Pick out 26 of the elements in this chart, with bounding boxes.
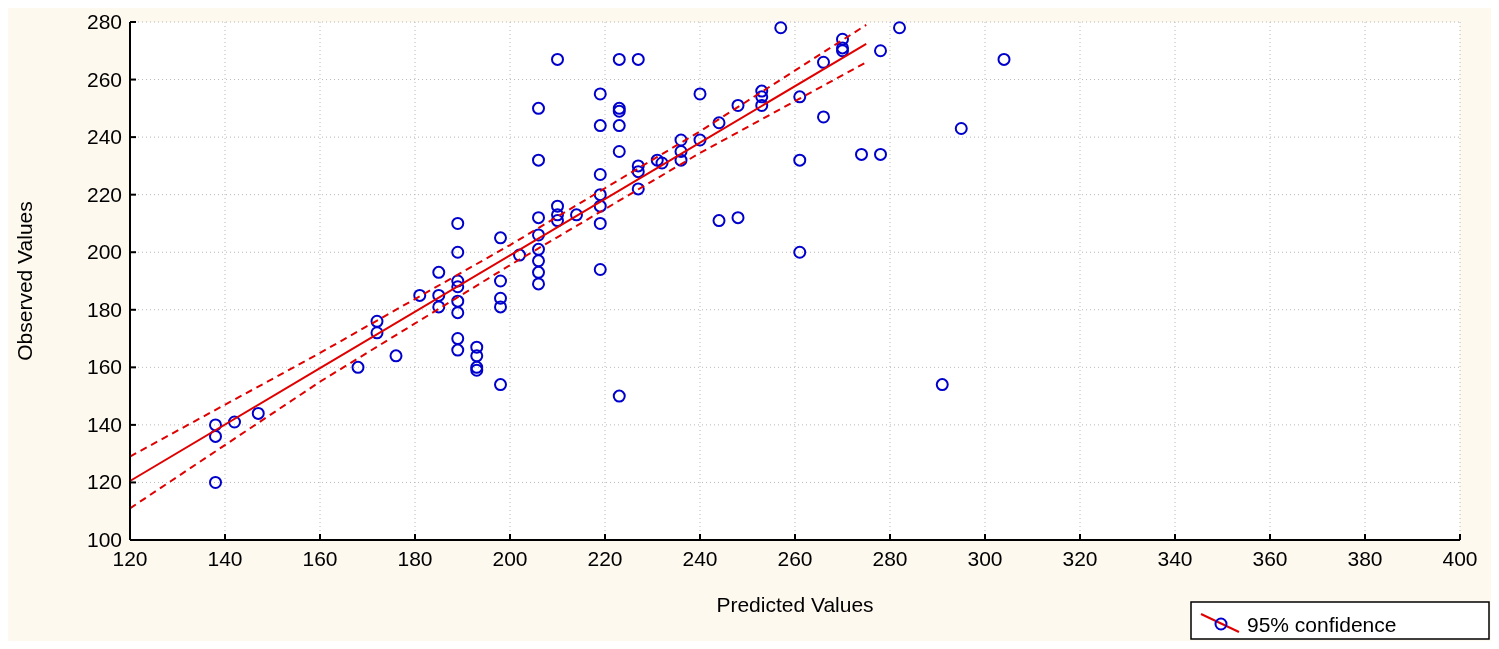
- x-tick-label: 360: [1252, 547, 1288, 570]
- legend-label: 95% confidence: [1247, 613, 1397, 636]
- x-tick-label: 380: [1347, 547, 1383, 570]
- x-tick-label: 320: [1062, 547, 1098, 570]
- y-tick-label: 260: [86, 67, 122, 91]
- x-tick-label: 300: [967, 547, 1003, 570]
- x-tick-label: 220: [587, 547, 623, 570]
- y-tick-label: 280: [86, 10, 122, 33]
- x-tick-label: 240: [682, 547, 718, 570]
- x-axis-title: Predicted Values: [716, 593, 874, 616]
- y-tick-label: 160: [86, 355, 122, 379]
- x-tick-label: 260: [777, 547, 813, 570]
- y-tick-label: 220: [86, 182, 122, 206]
- x-tick-label: 400: [1442, 547, 1478, 570]
- y-tick-label: 240: [86, 125, 122, 149]
- x-tick-label: 180: [397, 547, 433, 570]
- x-tick-label: 340: [1157, 547, 1193, 570]
- y-axis-title: Observed Values: [13, 201, 36, 361]
- y-tick-label: 140: [86, 412, 122, 436]
- y-tick-label: 120: [86, 470, 122, 494]
- x-tick-label: 160: [302, 547, 338, 570]
- x-tick-label: 140: [207, 547, 243, 570]
- x-tick-label: 200: [492, 547, 528, 570]
- y-tick-label: 200: [86, 240, 122, 264]
- x-tick-label: 280: [872, 547, 908, 570]
- y-tick-label: 180: [86, 297, 122, 321]
